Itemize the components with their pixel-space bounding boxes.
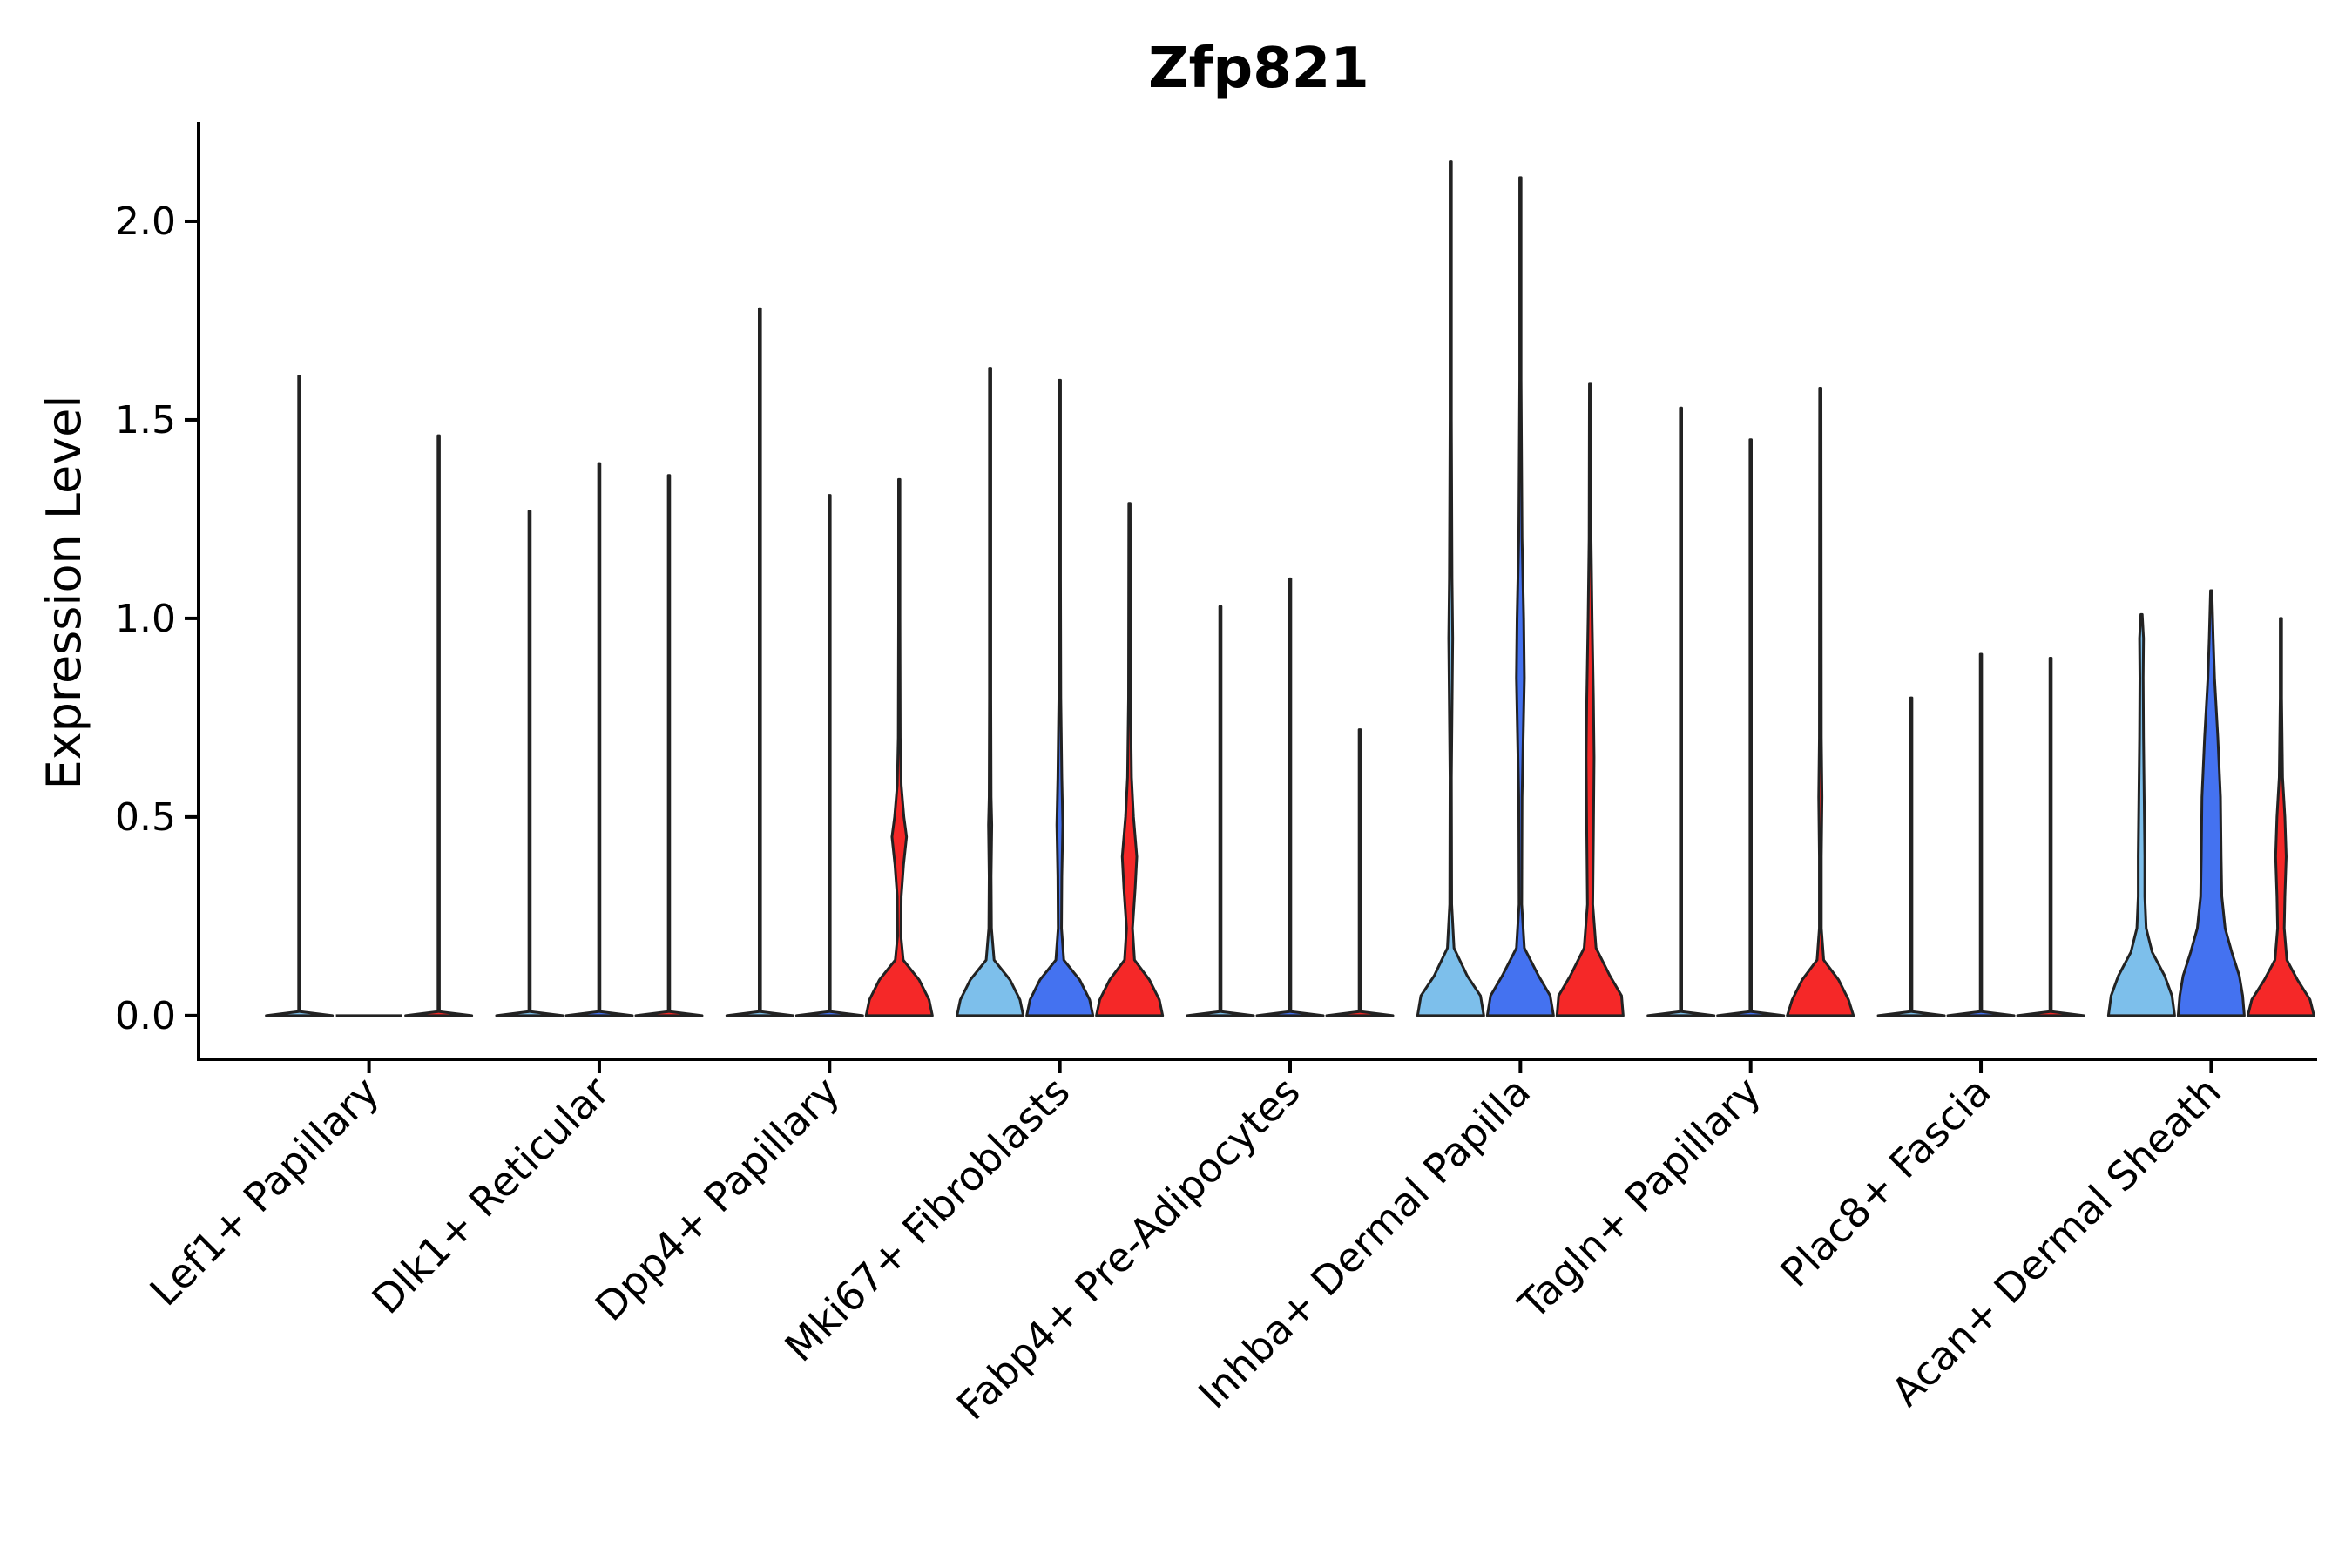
x-tick-label: Dpp4+ Papillary bbox=[586, 1068, 848, 1330]
y-tick-label: 2.0 bbox=[115, 199, 176, 244]
chart-title: Zfp821 bbox=[1148, 37, 1369, 101]
y-tick-label: 1.5 bbox=[115, 398, 176, 443]
violin-4-0 bbox=[1186, 605, 1255, 1017]
violin-1-1 bbox=[564, 462, 634, 1017]
violin-1-2 bbox=[634, 474, 704, 1017]
violin-7-2 bbox=[2016, 657, 2085, 1017]
violin-7-0 bbox=[1876, 696, 1946, 1017]
y-tick-label: 1.0 bbox=[115, 597, 176, 641]
violin-4-2 bbox=[1325, 728, 1395, 1017]
violins bbox=[265, 160, 2315, 1017]
violin-6-2 bbox=[1786, 386, 1855, 1017]
violin-3-0 bbox=[956, 367, 1025, 1017]
violin-6-0 bbox=[1646, 406, 1716, 1017]
violin-0-0 bbox=[265, 375, 335, 1017]
y-tick-label: 0.0 bbox=[115, 994, 176, 1038]
violin-5-0 bbox=[1416, 160, 1485, 1017]
violin-1-0 bbox=[495, 510, 564, 1017]
y-ticks: 0.0 0.5 1.0 1.5 2.0 bbox=[115, 199, 199, 1038]
violin-5-2 bbox=[1555, 382, 1625, 1017]
violin-2-0 bbox=[725, 307, 794, 1017]
violin-2-2 bbox=[864, 477, 934, 1017]
violin-4-1 bbox=[1255, 577, 1325, 1017]
violin-8-2 bbox=[2246, 617, 2315, 1017]
y-axis-label: Expression Level bbox=[37, 395, 91, 790]
violin-8-0 bbox=[2106, 612, 2176, 1017]
violin-6-1 bbox=[1716, 438, 1786, 1017]
x-tick-label: Plac8+ Fascia bbox=[1771, 1068, 1999, 1296]
violin-0-2 bbox=[404, 434, 474, 1017]
y-tick-label: 0.5 bbox=[115, 795, 176, 840]
x-tick-label: Lef1+ Papillary bbox=[140, 1068, 388, 1315]
violin-2-1 bbox=[794, 494, 864, 1017]
violin-3-1 bbox=[1025, 378, 1095, 1017]
violin-8-1 bbox=[2176, 589, 2246, 1017]
x-tick-label: Tagln+ Papillary bbox=[1509, 1068, 1770, 1329]
violin-3-2 bbox=[1095, 502, 1165, 1017]
violin-7-1 bbox=[1946, 652, 2016, 1017]
violin-5-1 bbox=[1485, 176, 1555, 1017]
x-tick-label: Dlk1+ Reticular bbox=[363, 1068, 618, 1323]
